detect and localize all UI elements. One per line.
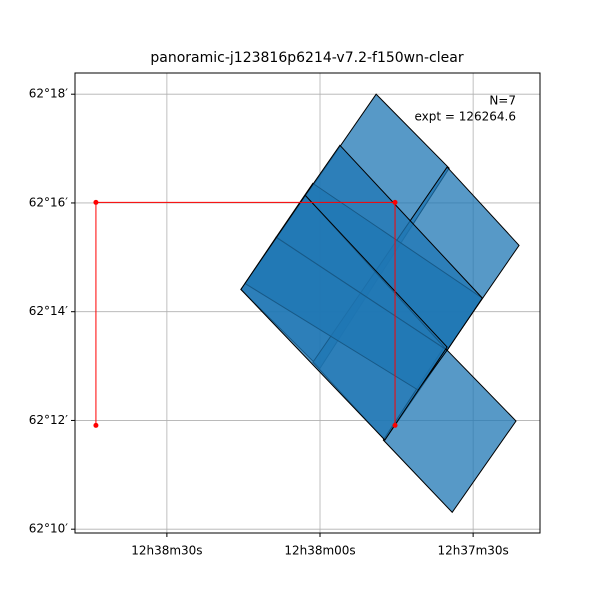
series-line — [95, 201, 396, 426]
annotation: N=7 — [489, 94, 516, 108]
y-tick-label: 62°16′ — [29, 195, 69, 209]
annotation: expt = 126264.6 — [414, 110, 516, 124]
series-point — [93, 422, 99, 428]
y-tick-label: 62°18′ — [29, 87, 69, 101]
y-tick-label: 62°14′ — [29, 304, 69, 318]
series-point — [392, 422, 398, 428]
y-tick-label: 62°10′ — [29, 522, 69, 536]
y-tick-label: 62°12′ — [29, 413, 69, 427]
plot-frame — [74, 72, 541, 534]
x-tick-label: 12h37m30s — [437, 544, 508, 558]
x-tick-label: 12h38m30s — [131, 544, 202, 558]
footprint — [240, 194, 448, 441]
series-point — [392, 199, 398, 205]
x-tick-label: 12h38m00s — [284, 544, 355, 558]
chart-title: panoramic-j123816p6214-v7.2-f150wn-clear — [150, 50, 463, 66]
series-point — [93, 199, 99, 205]
